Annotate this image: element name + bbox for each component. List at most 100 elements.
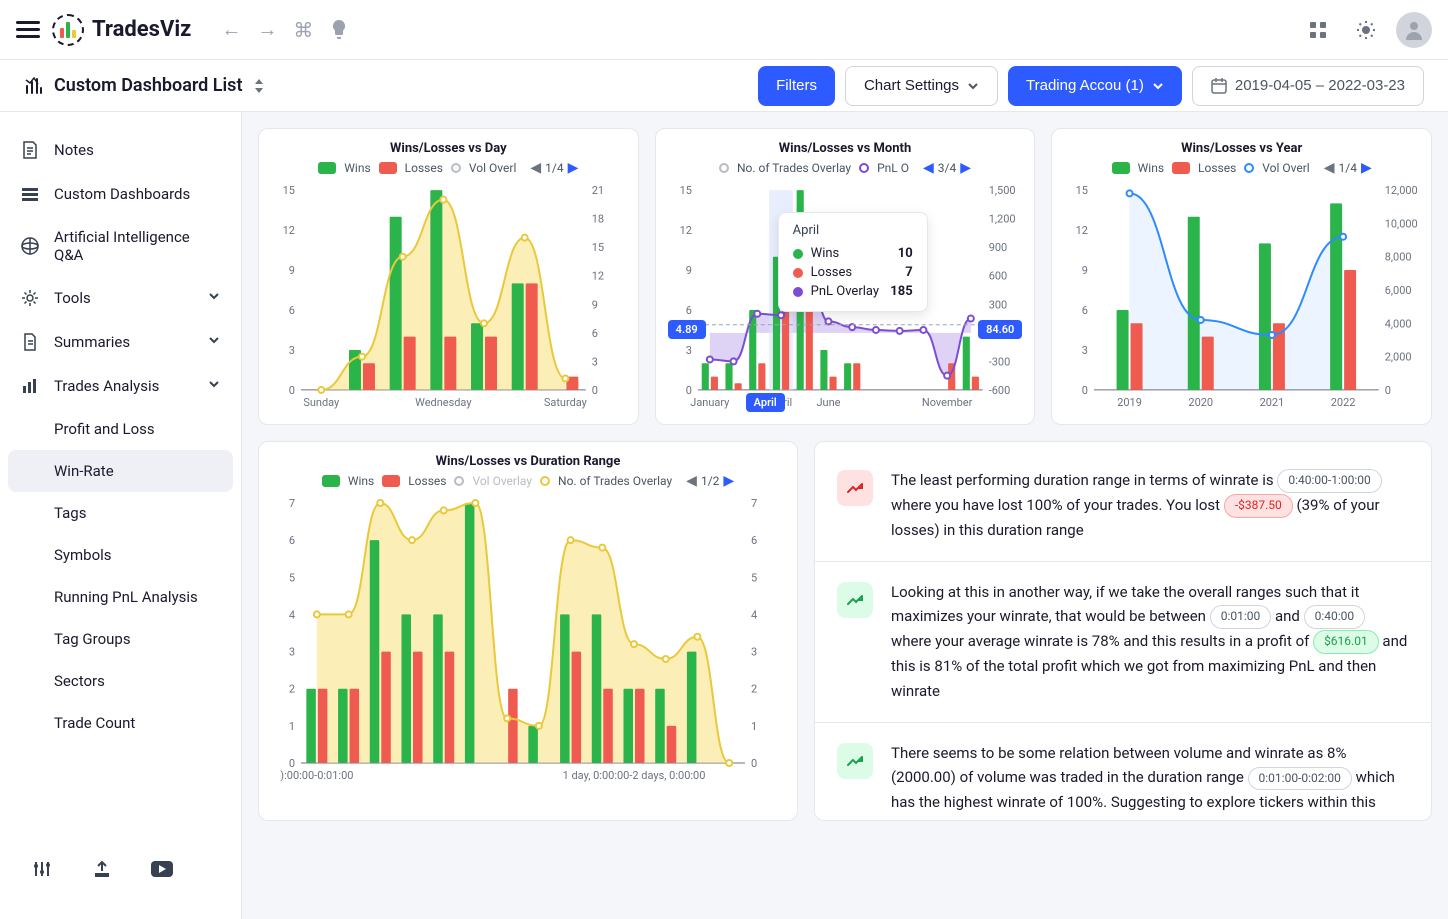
chart-wins-losses-duration: Wins/Losses vs Duration Range Wins Losse… bbox=[258, 441, 798, 821]
svg-text:1 day, 0:00:00-2 days, 0:00:00: 1 day, 0:00:00-2 days, 0:00:00 bbox=[563, 769, 706, 782]
chevron-down-icon bbox=[207, 377, 221, 395]
svg-text:9: 9 bbox=[592, 298, 598, 311]
sidebar-sub-sectors[interactable]: Sectors bbox=[0, 660, 241, 702]
value-pill: 0:01:00-0:02:00 bbox=[1248, 767, 1352, 791]
vol-marker bbox=[454, 476, 464, 486]
logo[interactable]: TradesViz bbox=[52, 14, 191, 46]
chart-svg[interactable]: 0123456701234567):00:00-0:01:001 day, 0:… bbox=[271, 495, 785, 785]
sidebar-label: Tools bbox=[54, 289, 91, 307]
x-highlight-badge: April bbox=[746, 393, 785, 412]
insight-item: There seems to be some relation between … bbox=[815, 723, 1431, 821]
gear-icon bbox=[20, 288, 40, 308]
pager-prev-icon[interactable]: ◀ bbox=[686, 473, 697, 489]
settings-sliders-icon[interactable] bbox=[24, 851, 60, 887]
svg-text:):00:00-0:01:00: ):00:00-0:01:00 bbox=[280, 769, 353, 782]
svg-text:21: 21 bbox=[592, 184, 604, 197]
chart-tooltip: April Wins10Losses7PnL Overlay185 bbox=[778, 212, 928, 312]
svg-text:November: November bbox=[922, 396, 973, 409]
chart-icon bbox=[20, 376, 40, 396]
pager-next-icon[interactable]: ▶ bbox=[1361, 160, 1372, 176]
svg-text:18: 18 bbox=[592, 213, 604, 226]
sidebar-item-artificial-intelligence-q-a[interactable]: Artificial Intelligence Q&A bbox=[0, 216, 241, 276]
svg-text:6: 6 bbox=[685, 304, 691, 317]
chart-svg[interactable]: 03691215036912151821SundayWednesdaySatur… bbox=[271, 182, 626, 412]
sidebar-sub-symbols[interactable]: Symbols bbox=[0, 534, 241, 576]
chart-settings-button[interactable]: Chart Settings bbox=[845, 66, 998, 106]
apps-icon[interactable] bbox=[1300, 12, 1336, 48]
svg-text:6: 6 bbox=[289, 534, 295, 547]
svg-text:15: 15 bbox=[592, 241, 604, 254]
sidebar-sub-running-pnl-analysis[interactable]: Running PnL Analysis bbox=[0, 576, 241, 618]
pager-prev-icon[interactable]: ◀ bbox=[923, 160, 934, 176]
sidebar-item-summaries[interactable]: Summaries bbox=[0, 320, 241, 364]
svg-text:5: 5 bbox=[289, 571, 295, 584]
svg-text:2020: 2020 bbox=[1189, 396, 1214, 409]
youtube-icon[interactable] bbox=[144, 851, 180, 887]
pager-next-icon[interactable]: ▶ bbox=[723, 473, 734, 489]
sidebar-item-tools[interactable]: Tools bbox=[0, 276, 241, 320]
date-range-button[interactable]: 2019-04-05 – 2022-03-23 bbox=[1192, 66, 1424, 106]
svg-text:0: 0 bbox=[1385, 384, 1391, 397]
svg-text:15: 15 bbox=[1076, 184, 1088, 197]
menu-toggle[interactable] bbox=[16, 18, 40, 42]
sort-icon bbox=[253, 79, 265, 93]
sidebar-label: Trades Analysis bbox=[54, 377, 159, 395]
sidebar: Notes Custom Dashboards Artificial Intel… bbox=[0, 112, 242, 919]
pager-next-icon[interactable]: ▶ bbox=[568, 160, 579, 176]
sidebar-sub-profit-and-loss[interactable]: Profit and Loss bbox=[0, 408, 241, 450]
page-title-group[interactable]: Custom Dashboard List bbox=[24, 75, 265, 96]
theme-icon[interactable] bbox=[1348, 12, 1384, 48]
svg-text:3: 3 bbox=[592, 355, 598, 368]
chart-wins-losses-year: Wins/Losses vs Year Wins Losses Vol Over… bbox=[1051, 128, 1432, 425]
svg-text:900: 900 bbox=[988, 241, 1007, 254]
lightbulb-icon[interactable] bbox=[323, 14, 355, 46]
sidebar-item-trades-analysis[interactable]: Trades Analysis bbox=[0, 364, 241, 408]
wins-swatch bbox=[1112, 162, 1130, 174]
sidebar-label: Custom Dashboards bbox=[54, 185, 190, 203]
user-avatar[interactable] bbox=[1396, 12, 1432, 48]
ai-icon bbox=[20, 236, 40, 256]
svg-text:2,000: 2,000 bbox=[1385, 351, 1412, 364]
svg-text:6: 6 bbox=[751, 534, 757, 547]
svg-text:3: 3 bbox=[289, 646, 295, 659]
sidebar-sub-trade-count[interactable]: Trade Count bbox=[0, 702, 241, 744]
pager-next-icon[interactable]: ▶ bbox=[960, 160, 971, 176]
trend-down-icon bbox=[837, 470, 873, 506]
svg-text:12: 12 bbox=[1076, 224, 1088, 237]
losses-swatch bbox=[382, 475, 400, 487]
svg-text:6: 6 bbox=[289, 304, 295, 317]
sidebar-label: Running PnL Analysis bbox=[54, 588, 198, 606]
sidebar-sub-tag-groups[interactable]: Tag Groups bbox=[0, 618, 241, 660]
chevron-down-icon bbox=[967, 80, 979, 92]
svg-text:6,000: 6,000 bbox=[1385, 284, 1412, 297]
svg-text:1,500: 1,500 bbox=[988, 184, 1015, 197]
nav-forward-icon[interactable]: → bbox=[251, 14, 283, 46]
filters-button[interactable]: Filters bbox=[758, 66, 835, 106]
svg-text:2: 2 bbox=[751, 683, 757, 696]
nav-back-icon[interactable]: ← bbox=[215, 14, 247, 46]
upload-icon[interactable] bbox=[84, 851, 120, 887]
logo-icon bbox=[52, 14, 84, 46]
sidebar-footer bbox=[0, 835, 241, 903]
svg-text:7: 7 bbox=[751, 497, 757, 510]
trades-marker bbox=[540, 476, 550, 486]
command-icon[interactable]: ⌘ bbox=[287, 14, 319, 46]
trading-account-button[interactable]: Trading Accou (1) bbox=[1008, 66, 1182, 106]
chart-legend: Wins Losses Vol Overlay No. of Trades Ov… bbox=[271, 473, 785, 489]
svg-text:10,000: 10,000 bbox=[1385, 217, 1418, 230]
chevron-down-icon bbox=[207, 333, 221, 351]
pager-prev-icon[interactable]: ◀ bbox=[1324, 160, 1335, 176]
pnl-marker bbox=[859, 163, 869, 173]
sidebar-sub-tags[interactable]: Tags bbox=[0, 492, 241, 534]
pager-prev-icon[interactable]: ◀ bbox=[530, 160, 541, 176]
chart-svg[interactable]: 0369121502,0004,0006,0008,00010,00012,00… bbox=[1064, 182, 1419, 412]
sidebar-item-notes[interactable]: Notes bbox=[0, 128, 241, 172]
svg-text:-300: -300 bbox=[988, 355, 1010, 368]
doc-icon bbox=[20, 332, 40, 352]
sidebar-label: Artificial Intelligence Q&A bbox=[54, 228, 221, 264]
sidebar-item-custom-dashboards[interactable]: Custom Dashboards bbox=[0, 172, 241, 216]
svg-text:Saturday: Saturday bbox=[544, 396, 588, 409]
insight-item: The least performing duration range in t… bbox=[815, 450, 1431, 562]
sidebar-sub-win-rate[interactable]: Win-Rate bbox=[8, 450, 233, 492]
chevron-down-icon bbox=[207, 289, 221, 307]
